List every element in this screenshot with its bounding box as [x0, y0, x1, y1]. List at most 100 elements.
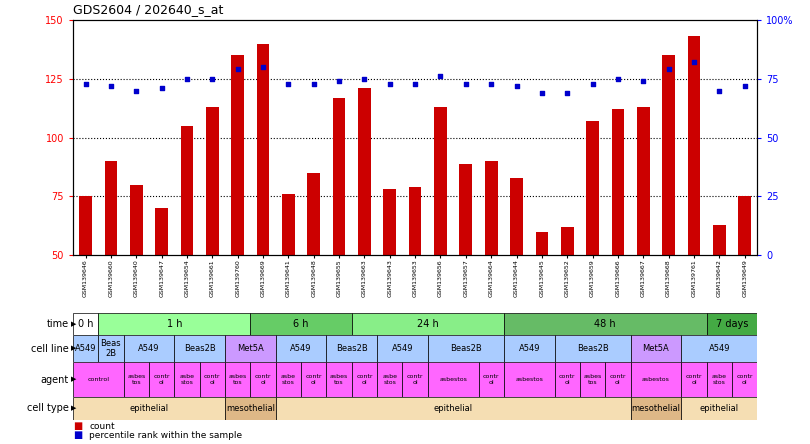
Bar: [510, 178, 523, 255]
Text: A549: A549: [392, 344, 413, 353]
Text: epithelial: epithelial: [433, 404, 473, 413]
Point: [79, 80, 92, 87]
Bar: [275, 397, 631, 420]
Text: contr
ol: contr ol: [255, 374, 271, 385]
Bar: [98, 335, 124, 362]
Bar: [333, 98, 345, 255]
Point: [358, 75, 371, 83]
Bar: [713, 225, 726, 255]
Text: contr
ol: contr ol: [686, 374, 702, 385]
Bar: [535, 232, 548, 255]
Bar: [250, 362, 275, 397]
Bar: [403, 362, 428, 397]
Point: [535, 89, 548, 96]
Text: asbes
tos: asbes tos: [330, 374, 348, 385]
Text: ■: ■: [73, 430, 82, 440]
Bar: [124, 362, 149, 397]
Point: [156, 85, 168, 92]
Text: Beas2B: Beas2B: [450, 344, 482, 353]
Bar: [73, 313, 98, 335]
Bar: [732, 362, 757, 397]
Point: [333, 78, 346, 85]
Text: mesothelial: mesothelial: [632, 404, 680, 413]
Bar: [98, 313, 250, 335]
Point: [231, 66, 244, 73]
Text: asbe
stos: asbe stos: [712, 374, 727, 385]
Bar: [225, 397, 275, 420]
Bar: [282, 194, 295, 255]
Point: [408, 80, 421, 87]
Bar: [206, 107, 219, 255]
Bar: [681, 335, 757, 362]
Bar: [612, 109, 625, 255]
Point: [738, 82, 751, 89]
Bar: [631, 362, 681, 397]
Text: A549: A549: [139, 344, 160, 353]
Bar: [504, 335, 555, 362]
Bar: [706, 313, 757, 335]
Text: 6 h: 6 h: [293, 319, 309, 329]
Bar: [301, 362, 326, 397]
Bar: [555, 335, 631, 362]
Bar: [605, 362, 631, 397]
Text: cell line: cell line: [31, 344, 69, 353]
Point: [561, 89, 573, 96]
Bar: [257, 44, 270, 255]
Bar: [681, 397, 757, 420]
Bar: [225, 362, 250, 397]
Bar: [688, 36, 701, 255]
Text: contr
ol: contr ol: [407, 374, 424, 385]
Text: A549: A549: [518, 344, 540, 353]
Text: asbestos: asbestos: [642, 377, 670, 382]
Text: A549: A549: [75, 344, 96, 353]
Point: [434, 73, 447, 80]
Text: ▶: ▶: [71, 321, 77, 327]
Text: time: time: [47, 319, 69, 329]
Text: count: count: [89, 422, 115, 431]
Text: asbe
stos: asbe stos: [180, 374, 194, 385]
Text: Beas2B: Beas2B: [336, 344, 368, 353]
Bar: [631, 335, 681, 362]
Point: [181, 75, 194, 83]
Text: contr
ol: contr ol: [736, 374, 753, 385]
Bar: [275, 362, 301, 397]
Bar: [326, 335, 377, 362]
Bar: [174, 362, 199, 397]
Bar: [428, 335, 504, 362]
Bar: [232, 56, 244, 255]
Bar: [250, 313, 352, 335]
Text: ▶: ▶: [71, 405, 77, 412]
Point: [484, 80, 497, 87]
Bar: [79, 197, 92, 255]
Point: [104, 82, 117, 89]
Bar: [479, 362, 504, 397]
Text: Met5A: Met5A: [237, 344, 264, 353]
Bar: [149, 362, 174, 397]
Text: Beas
2B: Beas 2B: [100, 339, 122, 358]
Point: [612, 75, 625, 83]
Point: [459, 80, 472, 87]
Bar: [681, 362, 706, 397]
Bar: [225, 335, 275, 362]
Bar: [199, 362, 225, 397]
Text: 48 h: 48 h: [595, 319, 616, 329]
Point: [130, 87, 143, 94]
Bar: [275, 335, 326, 362]
Bar: [377, 362, 403, 397]
Text: asbes
tos: asbes tos: [228, 374, 247, 385]
Text: asbes
tos: asbes tos: [583, 374, 602, 385]
Bar: [73, 362, 124, 397]
Bar: [156, 208, 168, 255]
Bar: [631, 397, 681, 420]
Bar: [663, 56, 675, 255]
Text: 0 h: 0 h: [78, 319, 93, 329]
Bar: [174, 335, 225, 362]
Bar: [561, 227, 573, 255]
Text: ▶: ▶: [71, 345, 77, 352]
Bar: [409, 187, 421, 255]
Bar: [580, 362, 605, 397]
Bar: [352, 313, 504, 335]
Text: contr
ol: contr ol: [356, 374, 373, 385]
Text: 1 h: 1 h: [167, 319, 182, 329]
Bar: [377, 335, 428, 362]
